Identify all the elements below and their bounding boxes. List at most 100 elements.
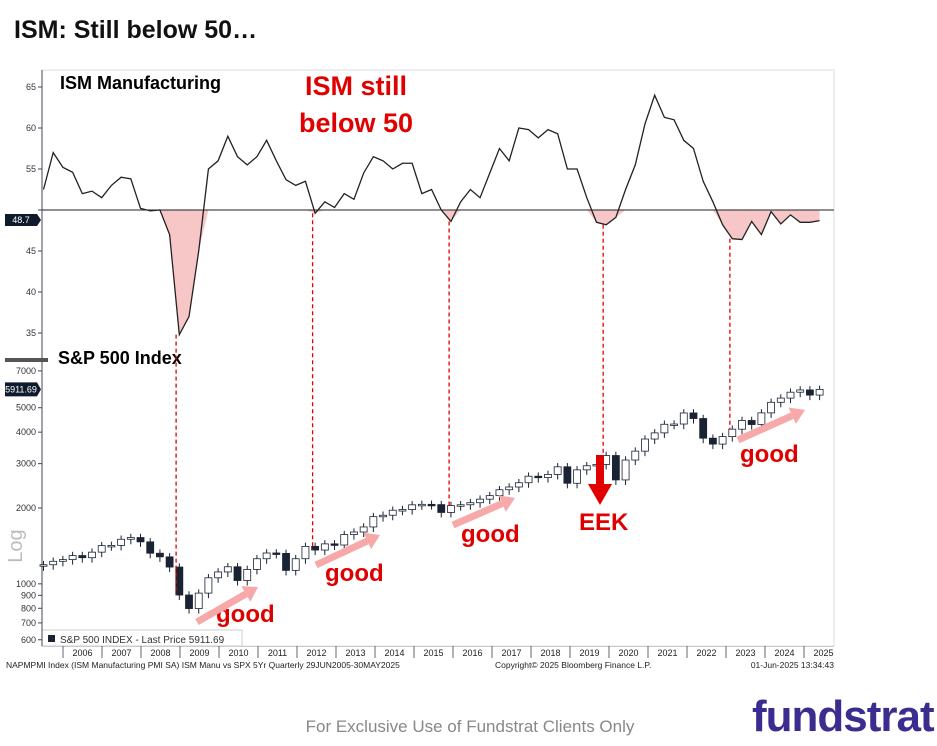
candle-body bbox=[660, 423, 669, 434]
good-label-4: good bbox=[740, 441, 799, 468]
x-tick-label: 2011 bbox=[268, 648, 287, 658]
candle-body bbox=[136, 537, 145, 543]
ism-vs-spx-chart: ISM Manufacturing ISM still below 50 S&P… bbox=[5, 69, 835, 670]
legend-text: S&P 500 INDEX - Last Price 5911.69 bbox=[60, 635, 225, 646]
ism-ytick-label: 45 bbox=[26, 246, 36, 256]
x-tick-label: 2016 bbox=[462, 648, 482, 658]
candle-body bbox=[757, 412, 766, 425]
page-title: ISM: Still below 50… bbox=[14, 16, 258, 44]
candle-body bbox=[330, 543, 339, 546]
candle-body bbox=[243, 569, 252, 581]
candle-body bbox=[514, 482, 523, 488]
candle-body bbox=[359, 526, 368, 533]
candle-body bbox=[214, 571, 223, 579]
x-tick-label: 2010 bbox=[228, 648, 248, 658]
candle-body bbox=[805, 389, 814, 396]
spx-panel-title: S&P 500 Index bbox=[58, 348, 182, 368]
ism-annotation-line1: ISM still bbox=[305, 71, 407, 101]
spx-ytick-label: 900 bbox=[21, 590, 36, 600]
candle-body bbox=[311, 546, 320, 551]
candle-body bbox=[59, 559, 67, 562]
x-tick-label: 2024 bbox=[774, 648, 794, 658]
ism-ytick-label: 55 bbox=[26, 164, 36, 174]
legend: S&P 500 INDEX - Last Price 5911.69 bbox=[41, 629, 243, 647]
candle-body bbox=[650, 432, 659, 440]
x-tick-label: 2021 bbox=[657, 648, 677, 658]
candle-body bbox=[699, 418, 708, 439]
candle-body bbox=[679, 412, 688, 425]
good-arrow-head bbox=[498, 495, 515, 512]
candle-body bbox=[524, 475, 533, 484]
candle-body bbox=[165, 556, 174, 568]
candle-body bbox=[689, 412, 698, 419]
x-axis-line bbox=[42, 646, 834, 647]
candle-body bbox=[815, 388, 824, 396]
spx-ytick-label: 2000 bbox=[16, 503, 36, 513]
candle-body bbox=[505, 486, 514, 491]
x-tick-label: 2014 bbox=[384, 648, 404, 658]
spx-ytick-label: 7000 bbox=[16, 366, 36, 376]
spx-ytick-label: 700 bbox=[21, 618, 36, 628]
candle-body bbox=[379, 514, 387, 518]
candle-body bbox=[786, 391, 795, 399]
x-tick-label: 2019 bbox=[579, 648, 599, 658]
candle-body bbox=[495, 489, 504, 497]
eek-arrow-head bbox=[588, 484, 612, 505]
ism-ytick-label: 60 bbox=[26, 123, 36, 133]
candle-body bbox=[49, 560, 58, 566]
ism-ytick-label: 65 bbox=[26, 82, 36, 92]
candle-body bbox=[708, 437, 717, 445]
candle-body bbox=[747, 420, 756, 425]
candle-body bbox=[456, 504, 465, 507]
x-tick-label: 2007 bbox=[111, 648, 131, 658]
candle-body bbox=[398, 509, 407, 512]
candle-body bbox=[97, 545, 106, 553]
good-arrow bbox=[451, 500, 504, 529]
candle-body bbox=[156, 552, 164, 558]
x-tick-label: 2017 bbox=[501, 648, 521, 658]
x-tick-label: 2006 bbox=[72, 648, 92, 658]
log-axis-label: Log bbox=[5, 529, 27, 562]
candle-body bbox=[340, 534, 349, 546]
candle-body bbox=[408, 504, 417, 510]
candle-body bbox=[767, 401, 775, 414]
ism-line bbox=[42, 93, 820, 337]
candle-body bbox=[582, 465, 591, 471]
candle-body bbox=[233, 566, 242, 581]
eek-label: EEK bbox=[579, 509, 629, 536]
source-copyright: Copyright© 2025 Bloomberg Finance L.P. bbox=[495, 660, 651, 670]
legend-swatch bbox=[48, 635, 55, 642]
candle-body bbox=[485, 495, 494, 500]
spx-last-value-tag bbox=[5, 382, 41, 397]
candle-body bbox=[291, 558, 300, 571]
candle-body bbox=[417, 503, 426, 507]
candle-body bbox=[573, 469, 581, 484]
candle-body bbox=[146, 541, 155, 554]
eek-arrow-shaft bbox=[596, 455, 604, 485]
candle-body bbox=[39, 564, 48, 567]
spx-ytick-label: 1000 bbox=[16, 579, 36, 589]
x-tick-label: 2020 bbox=[618, 648, 638, 658]
ism-ytick-label: 35 bbox=[26, 328, 36, 338]
candle-body bbox=[776, 397, 785, 403]
candle-body bbox=[447, 505, 455, 513]
candle-body bbox=[388, 509, 397, 516]
candle-body bbox=[728, 428, 737, 438]
x-tick-label: 2025 bbox=[813, 648, 833, 658]
candle-body bbox=[88, 551, 96, 559]
candle-body bbox=[253, 558, 261, 570]
x-tick-label: 2008 bbox=[150, 648, 170, 658]
candle-body bbox=[553, 466, 562, 475]
good-arrow bbox=[195, 590, 248, 626]
candle-body bbox=[641, 438, 649, 452]
candle-body bbox=[611, 455, 620, 481]
good-label-2: good bbox=[325, 560, 384, 587]
ism-ytick-label: 40 bbox=[26, 287, 36, 297]
footer-disclaimer: For Exclusive Use of Fundstrat Clients O… bbox=[305, 717, 635, 736]
candle-body bbox=[437, 504, 446, 513]
x-tick-label: 2023 bbox=[735, 648, 755, 658]
spx-ytick-label: 4000 bbox=[16, 427, 36, 437]
candle-body bbox=[466, 502, 475, 506]
candle-body bbox=[738, 420, 746, 430]
panel-separator bbox=[5, 358, 48, 362]
